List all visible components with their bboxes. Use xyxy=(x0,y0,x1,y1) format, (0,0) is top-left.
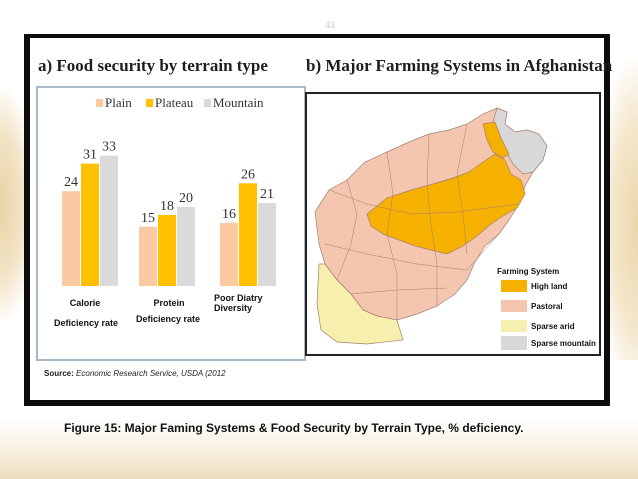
legend-label-plateau: Plateau xyxy=(155,95,194,110)
value-label-mountain-0: 33 xyxy=(102,140,116,155)
category-label-calorie: Calorie xyxy=(50,298,120,308)
bar-mountain-2 xyxy=(258,203,276,286)
category-label-diversity: Poor Diatry Diversity xyxy=(214,293,284,313)
farming-systems-map: Farming System High land Pastoral Sparse… xyxy=(305,92,601,356)
legend-swatch-pastoral xyxy=(501,300,527,312)
legend-label-mountain: Mountain xyxy=(213,95,264,110)
legend-label-pastoral: Pastoral xyxy=(531,302,563,311)
province-borders xyxy=(324,123,520,320)
map-legend: Farming System High land Pastoral Sparse… xyxy=(497,267,596,350)
source-text: Economic Research Service, USDA (2012 xyxy=(76,369,226,378)
panel-a-title: a) Food security by terrain type xyxy=(38,56,268,75)
legend-label-plain: Plain xyxy=(105,95,132,110)
map-region-high-land xyxy=(366,153,526,255)
bar-plain-0 xyxy=(62,191,80,286)
figure-caption: Figure 15: Major Faming Systems & Food S… xyxy=(64,421,524,435)
legend-label-sparse-mountain: Sparse mountain xyxy=(531,339,596,348)
value-label-plain-1: 15 xyxy=(141,211,155,226)
category-label-protein: Protein xyxy=(134,298,204,308)
value-label-plain-2: 16 xyxy=(222,207,236,222)
bar-chart-box: Plain Plateau Mountain 24 31 33 15 18 20 16 26 21 C… xyxy=(36,86,306,361)
source-note: Source: Economic Research Service, USDA … xyxy=(44,369,226,378)
category-sublabel-calorie: Deficiency rate xyxy=(53,318,119,328)
value-label-plateau-1: 18 xyxy=(160,199,174,214)
bar-mountain-1 xyxy=(177,207,195,286)
legend-label-high-land: High land xyxy=(531,282,568,291)
value-label-plain-0: 24 xyxy=(64,175,78,190)
bar-plateau-0 xyxy=(81,163,99,286)
page-number: 43 xyxy=(324,20,335,30)
category-label-diversity-line1: Poor Diatry xyxy=(214,293,263,303)
panel-b-title: b) Major Farming Systems in Afghanistan xyxy=(306,56,613,75)
value-label-mountain-1: 20 xyxy=(179,191,193,206)
value-label-plateau-0: 31 xyxy=(83,148,97,163)
bar-plateau-1 xyxy=(158,214,176,286)
map-legend-title: Farming System xyxy=(497,267,559,276)
legend-swatch-plateau xyxy=(146,99,153,107)
bar-mountain-0 xyxy=(100,155,118,286)
bar-chart: Plain Plateau Mountain 24 31 33 15 18 20 16 26 21 xyxy=(62,95,276,286)
category-sublabel-protein: Deficiency rate xyxy=(135,314,201,324)
legend-swatch-high-land xyxy=(501,280,527,292)
figure-panel: a) Food security by terrain type b) Majo… xyxy=(30,38,612,400)
figure-frame: a) Food security by terrain type b) Majo… xyxy=(24,34,612,406)
bar-plain-1 xyxy=(139,226,157,286)
map-region-high-land-northeast xyxy=(482,121,510,159)
bar-plateau-2 xyxy=(239,183,257,286)
legend-swatch-plain xyxy=(96,99,103,107)
value-label-mountain-2: 21 xyxy=(260,187,274,202)
legend-swatch-sparse-arid xyxy=(501,320,527,332)
legend-label-sparse-arid: Sparse arid xyxy=(531,322,575,331)
legend-swatch-mountain xyxy=(204,99,211,107)
source-label: Source: xyxy=(44,369,74,378)
afghanistan-map: Farming System High land Pastoral Sparse… xyxy=(314,107,596,350)
category-label-calorie-line1: Calorie xyxy=(69,298,101,308)
wheat-decoration-bottom xyxy=(0,419,638,479)
legend-swatch-sparse-mountain xyxy=(501,336,527,350)
bar-plain-2 xyxy=(220,222,238,286)
category-label-diversity-line2: Diversity xyxy=(214,303,253,313)
category-label-protein-line1: Protein xyxy=(153,298,185,308)
value-label-plateau-2: 26 xyxy=(241,167,255,182)
